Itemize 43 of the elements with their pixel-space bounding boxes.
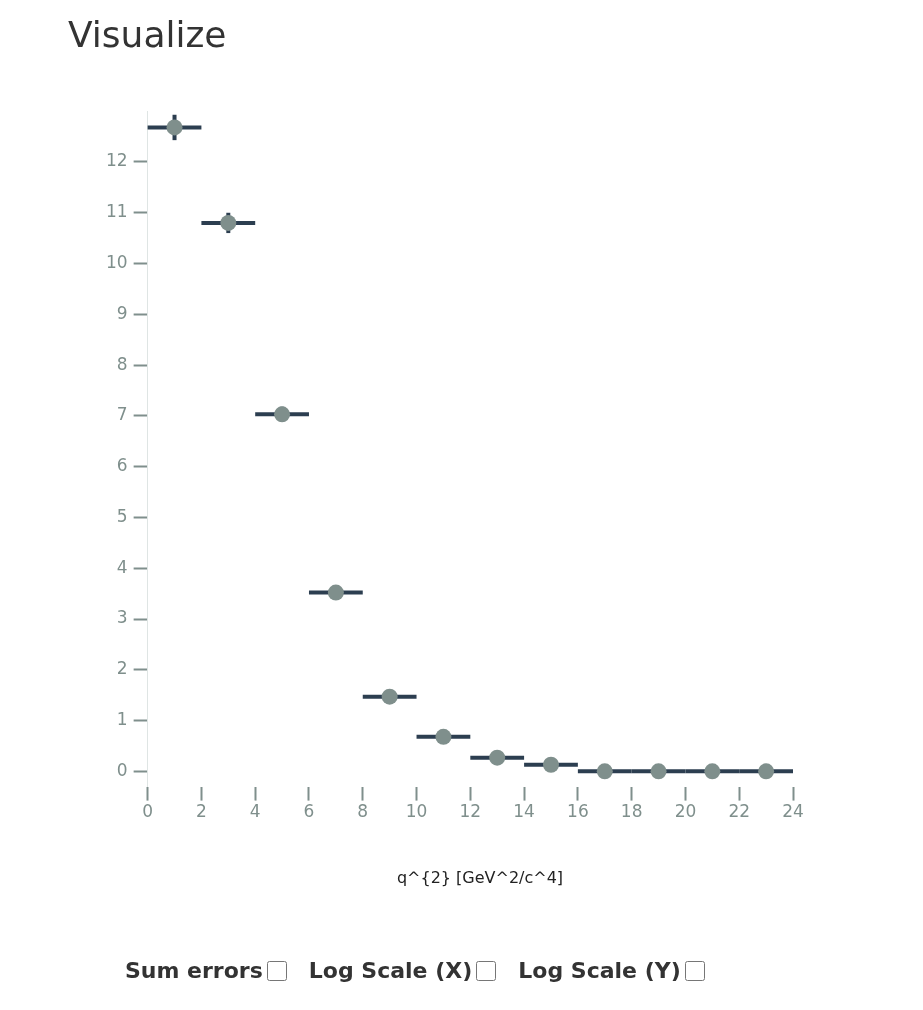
y-tick-label: 11 <box>105 201 128 222</box>
y-tick-label: 9 <box>116 302 128 323</box>
chart-title: Visualize <box>68 14 227 55</box>
x-tick-label: 22 <box>728 801 751 822</box>
x-tick-label: 4 <box>249 801 261 822</box>
text: Log Scale (X) <box>308 958 473 983</box>
y-tick-label: 7 <box>116 404 128 425</box>
y-tick-label: 3 <box>116 607 128 628</box>
y-tick-label: 2 <box>116 658 128 679</box>
point <box>381 688 398 705</box>
x-tick-label: 24 <box>782 801 804 822</box>
point <box>542 756 559 773</box>
point <box>327 584 344 601</box>
x-tick-label: 18 <box>620 801 643 822</box>
y-tick-label: 10 <box>105 251 128 272</box>
x-tick-label: 14 <box>513 801 535 822</box>
point <box>220 214 237 231</box>
point <box>435 728 452 745</box>
y-tick-label: 5 <box>116 505 128 526</box>
point <box>758 763 775 780</box>
point <box>596 763 613 780</box>
point <box>650 763 667 780</box>
point <box>489 749 506 766</box>
y-tick-label: 12 <box>105 150 128 171</box>
y-tick-label: 6 <box>116 455 128 476</box>
x-tick-label: 20 <box>674 801 697 822</box>
x-tick-label: 12 <box>459 801 482 822</box>
point <box>704 763 721 780</box>
point <box>166 119 183 136</box>
y-tick-label: 0 <box>116 759 128 780</box>
x-tick-label: 8 <box>357 801 369 822</box>
x-tick-label: 16 <box>567 801 589 822</box>
y-tick-label: 8 <box>116 353 128 374</box>
y-tick-label: 4 <box>116 556 128 577</box>
x-tick-label: 10 <box>405 801 428 822</box>
x-tick-label: 0 <box>142 801 154 822</box>
text: Log Scale (Y) <box>518 958 681 983</box>
x-tick-label: 2 <box>196 801 207 822</box>
point <box>274 406 291 423</box>
x-axis-title: q^{2} [GeV^2/c^4] <box>395 868 565 887</box>
text: Sum errors <box>125 958 263 983</box>
y-tick-label: 1 <box>116 709 128 730</box>
x-tick-label: 6 <box>303 801 315 822</box>
